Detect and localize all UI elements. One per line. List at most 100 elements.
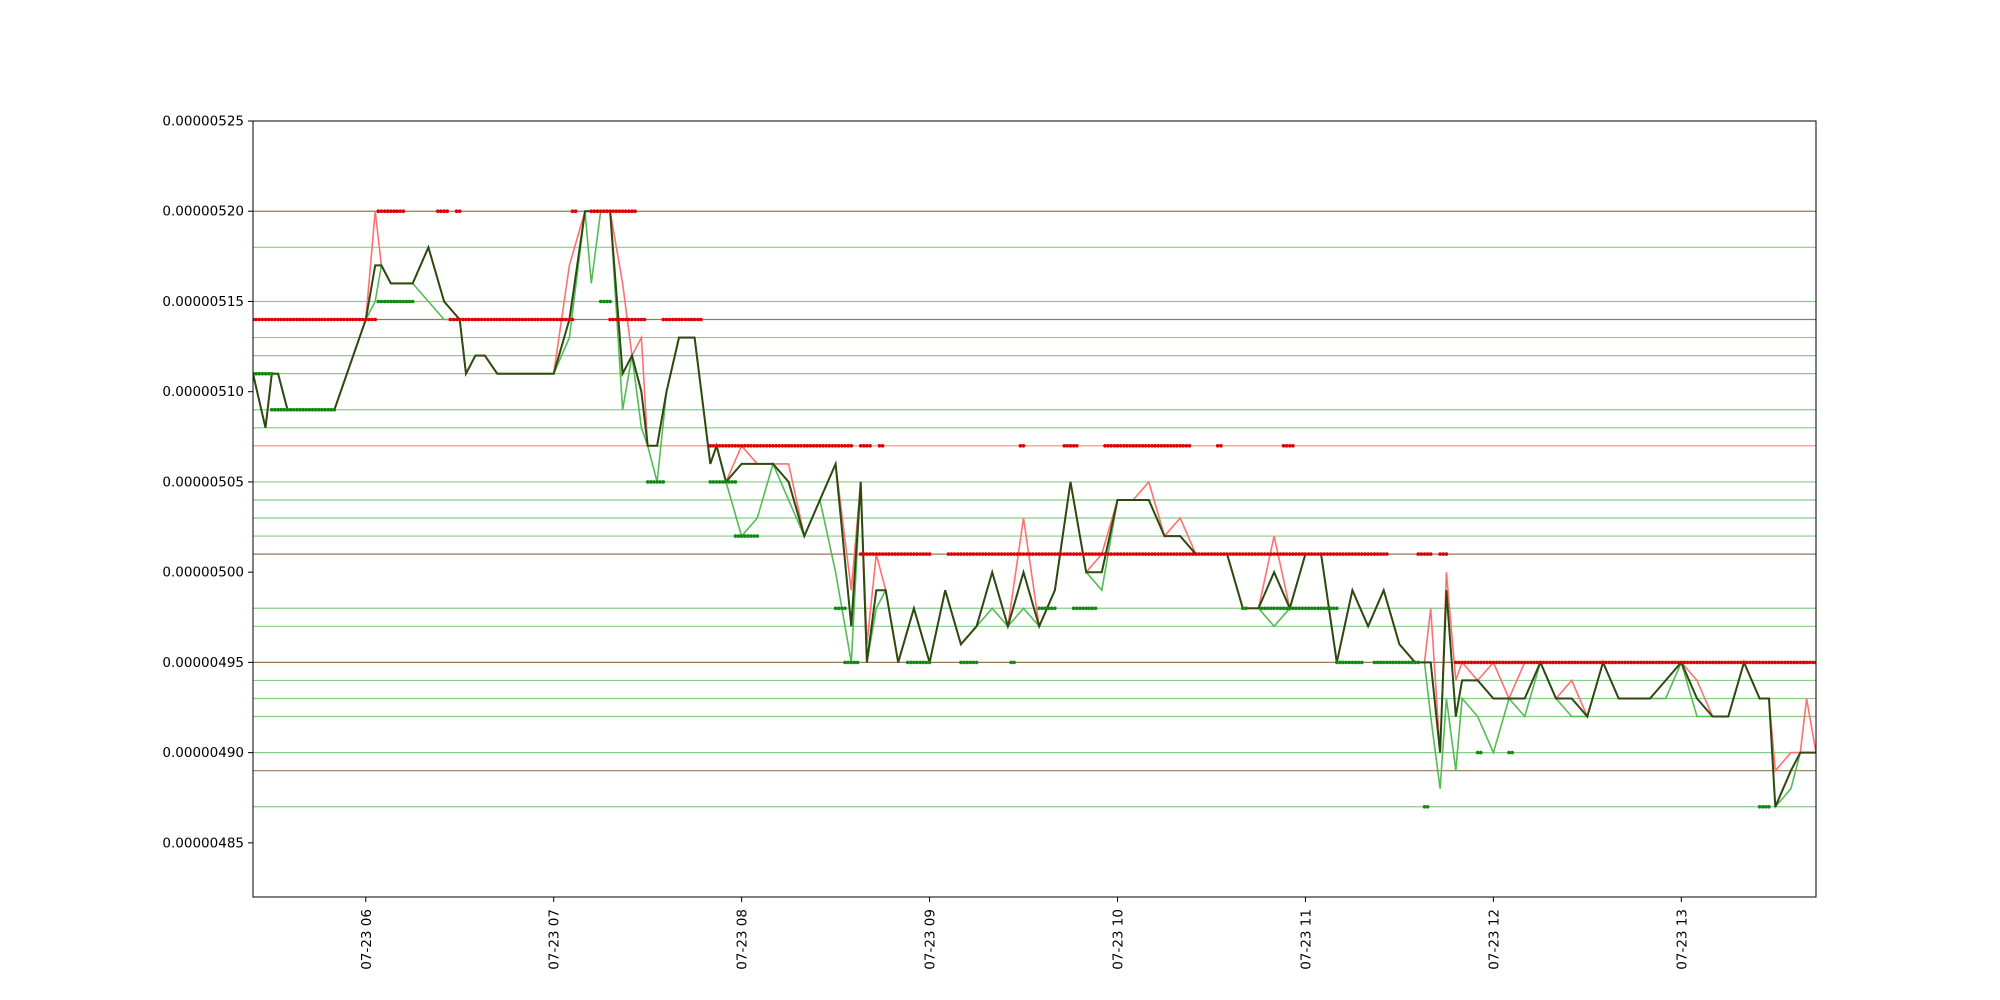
ask-point [1491, 660, 1496, 665]
bid-point [1291, 606, 1295, 611]
ask-point [520, 317, 525, 322]
ask-point [1779, 660, 1784, 665]
bid-point [1400, 660, 1405, 665]
ask-point [1303, 552, 1308, 556]
ask-point [342, 317, 346, 322]
ask-point [257, 317, 262, 322]
bid-point [1303, 606, 1308, 611]
bid-point [1475, 750, 1480, 755]
ask-point [1594, 660, 1599, 665]
ask-point [385, 209, 390, 213]
ask-point [1485, 660, 1489, 665]
ask-point [614, 209, 619, 213]
ask-point [1620, 660, 1624, 665]
ask-point [570, 209, 575, 213]
ask-point [630, 317, 634, 322]
bid-point [598, 299, 603, 304]
ask-point [270, 317, 274, 322]
ask-point [1616, 660, 1621, 665]
ask-point [1106, 552, 1110, 556]
ask-point [1526, 660, 1530, 665]
ask-point [1278, 552, 1283, 556]
ask-point [1184, 552, 1189, 556]
ask-point [1804, 660, 1809, 665]
ask-point [1122, 552, 1126, 556]
ask-point [1767, 660, 1771, 665]
ask-point [849, 444, 854, 448]
bid-point [733, 480, 738, 484]
ask-point [382, 209, 387, 213]
ask-point [1002, 552, 1007, 556]
bid-point [270, 407, 274, 412]
ask-point [501, 317, 506, 322]
ask-point [282, 317, 287, 322]
bid-point [971, 660, 976, 665]
bid-point [1757, 805, 1762, 809]
ask-point [295, 317, 299, 322]
ask-point [523, 317, 528, 322]
ask-point [1215, 444, 1220, 448]
bid-point [1009, 660, 1013, 665]
ask-point [877, 444, 882, 448]
ask-point [956, 552, 960, 556]
bid-point [1403, 660, 1408, 665]
ask-point [1698, 660, 1702, 665]
bid-point [326, 407, 331, 412]
bid-point [1284, 606, 1289, 611]
ask-point [1075, 444, 1079, 448]
ask-point [843, 444, 847, 448]
ask-point [1112, 552, 1117, 556]
ask-point [392, 209, 396, 213]
ask-point [1541, 660, 1546, 665]
bid-point [840, 606, 844, 611]
ask-point [1548, 660, 1552, 665]
ask-point [313, 317, 318, 322]
ask-point [821, 444, 825, 448]
ask-point [1598, 660, 1602, 665]
ask-point [1695, 660, 1699, 665]
bid-point [1309, 606, 1314, 611]
bid-point [301, 407, 305, 412]
ask-point [567, 317, 572, 322]
ask-point [1692, 660, 1696, 665]
ask-point [617, 209, 622, 213]
bid-point [1297, 606, 1301, 611]
ask-point [1720, 660, 1724, 665]
ask-point [1338, 552, 1342, 556]
ask-point [830, 444, 835, 448]
bid-point [1413, 660, 1417, 665]
ask-point [1259, 552, 1264, 556]
ask-point [551, 317, 556, 322]
ask-point [1087, 552, 1092, 556]
bid-point [298, 407, 302, 412]
ask-point [1554, 660, 1558, 665]
ask-point [1068, 552, 1073, 556]
ask-point [301, 317, 305, 322]
ask-point [1375, 552, 1380, 556]
ask-point [611, 317, 615, 322]
ask-point [517, 317, 521, 322]
ask-point [514, 317, 518, 322]
y-tick-label: 0.00000505 [162, 474, 244, 490]
ask-point [1075, 552, 1079, 556]
ask-point [1169, 444, 1173, 448]
ask-point [561, 317, 565, 322]
ask-point [755, 444, 760, 448]
ask-point [1726, 660, 1731, 665]
ask-point [389, 209, 393, 213]
ask-point [1084, 552, 1088, 556]
bid-point [843, 606, 847, 611]
ask-point [1670, 660, 1674, 665]
ask-point [680, 317, 684, 322]
ask-point [1024, 552, 1029, 556]
bid-point [313, 407, 318, 412]
ask-point [696, 317, 700, 322]
ask-point [1165, 444, 1170, 448]
ask-point [1081, 552, 1085, 556]
ask-point [802, 444, 807, 448]
bid-point [288, 407, 293, 412]
bid-point [1300, 606, 1305, 611]
bid-point [855, 660, 860, 665]
bid-point [605, 299, 609, 304]
ask-point [1513, 660, 1518, 665]
